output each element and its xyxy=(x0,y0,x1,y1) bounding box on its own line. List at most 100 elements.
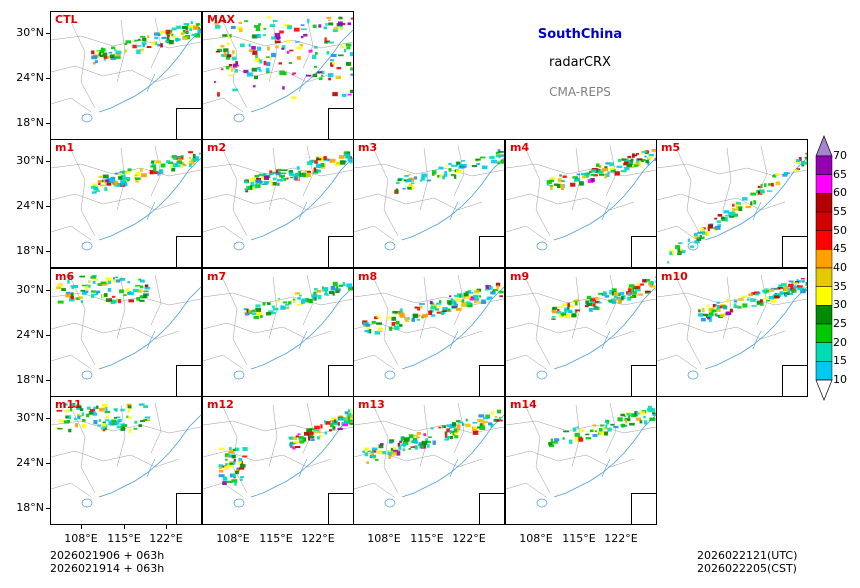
init-time-utc: 2026021906 + 063h xyxy=(50,549,165,562)
y-tick-mark xyxy=(46,206,50,207)
south-china-sea-inset xyxy=(631,365,656,396)
init-time-block: 2026021906 + 063h 2026021914 + 063h xyxy=(50,549,164,575)
y-tick-label: 24°N xyxy=(16,328,44,341)
y-tick-label: 18°N xyxy=(16,373,44,386)
map-m7 xyxy=(203,274,353,380)
south-china-sea-inset xyxy=(176,365,201,396)
valid-time-utc: 2026022121(UTC) xyxy=(697,549,798,562)
x-tick-label: 115°E xyxy=(107,532,141,545)
south-china-sea-inset xyxy=(328,236,353,267)
south-china-sea-inset xyxy=(631,493,656,524)
panel-m5: m5 xyxy=(656,139,808,268)
reflectivity-field xyxy=(394,149,504,194)
colorbar-segment xyxy=(815,193,833,213)
valid-time-block: 2026022121(UTC) 2026022205(CST) xyxy=(697,549,797,575)
panel-label: m7 xyxy=(207,270,227,283)
colorbar-segment xyxy=(815,174,833,194)
colorbar-segment xyxy=(815,323,833,343)
panel-m3: m3 xyxy=(353,139,505,268)
reflectivity-field xyxy=(548,405,656,448)
south-china-sea-inset xyxy=(328,108,353,139)
colorbar-segment xyxy=(815,361,833,381)
panel-m7: m7 xyxy=(202,268,354,397)
y-tick-mark xyxy=(46,418,50,419)
south-china-sea-inset xyxy=(782,236,807,267)
south-china-sea-inset xyxy=(328,365,353,396)
y-tick-mark xyxy=(46,335,50,336)
x-tick-label: 108°E xyxy=(367,532,401,545)
south-china-sea-inset xyxy=(479,236,504,267)
reflectivity-field xyxy=(91,21,201,65)
reflectivity-field xyxy=(218,409,353,486)
panel-label: m10 xyxy=(661,270,688,283)
panel-label: m6 xyxy=(55,270,75,283)
colorbar-segment xyxy=(815,305,833,325)
colorbar-segment xyxy=(815,267,833,287)
colorbar-level-label: 55 xyxy=(833,205,847,218)
south-china-sea-inset xyxy=(479,493,504,524)
colorbar-level-label: 60 xyxy=(833,186,847,200)
south-china-sea-inset xyxy=(782,365,807,396)
colorbar-max-arrow xyxy=(815,135,833,157)
y-tick-label: 18°N xyxy=(16,501,44,514)
colorbar-level-label: 45 xyxy=(833,242,847,256)
panel-label: m8 xyxy=(358,270,378,283)
panel-m8: m8 xyxy=(353,268,505,397)
map-m9 xyxy=(506,274,656,380)
y-tick-label: 24°N xyxy=(16,71,44,84)
south-china-sea-inset xyxy=(176,493,201,524)
colorbar-level-label: 70 xyxy=(833,149,847,162)
reflectivity-field xyxy=(243,151,353,193)
colorbar-segment xyxy=(815,230,833,250)
map-m2 xyxy=(203,145,353,251)
map-m1 xyxy=(51,145,201,251)
panel-m1: m1 xyxy=(50,139,202,268)
colorbar-segment xyxy=(815,249,833,269)
colorbar-level-label: 30 xyxy=(833,298,847,312)
panel-label: m5 xyxy=(661,141,681,154)
y-tick-label: 18°N xyxy=(16,244,44,257)
x-tick-label: 108°E xyxy=(519,532,553,545)
map-m12 xyxy=(203,402,353,508)
panel-m6: m6 xyxy=(50,268,202,397)
colorbar-level-label: 35 xyxy=(833,279,847,293)
panel-label: m14 xyxy=(510,398,537,411)
reflectivity-field xyxy=(56,275,151,304)
system-name: CMA-REPS xyxy=(549,85,611,99)
colorbar-level-label: 65 xyxy=(833,167,847,181)
x-tick-label: 122°E xyxy=(301,532,335,545)
panel-m11: m11 xyxy=(50,396,202,525)
x-tick-label: 108°E xyxy=(216,532,250,545)
panel-label: m11 xyxy=(55,398,82,411)
reflectivity-field xyxy=(362,409,503,465)
y-tick-mark xyxy=(46,33,50,34)
panel-label: m9 xyxy=(510,270,530,283)
y-tick-mark xyxy=(46,290,50,291)
map-m3 xyxy=(354,145,504,251)
y-tick-mark xyxy=(46,251,50,252)
map-m14 xyxy=(506,402,656,508)
panel-label: m12 xyxy=(207,398,234,411)
colorbar-level-label: 40 xyxy=(833,261,847,274)
south-china-sea-inset xyxy=(176,108,201,139)
panel-m12: m12 xyxy=(202,396,354,525)
panel-label: m13 xyxy=(358,398,385,411)
panel-label: m1 xyxy=(55,141,75,154)
map-m10 xyxy=(657,274,807,380)
map-ctl xyxy=(51,17,201,123)
panel-label: MAX xyxy=(207,13,235,26)
x-tick-label: 108°E xyxy=(64,532,98,545)
valid-time-cst: 2026022205(CST) xyxy=(697,562,797,575)
panel-max: MAX xyxy=(202,11,354,140)
map-m4 xyxy=(506,145,656,251)
panel-m14: m14 xyxy=(505,396,657,525)
south-china-sea-inset xyxy=(328,493,353,524)
region-title: SouthChina xyxy=(537,27,623,42)
reflectivity-field xyxy=(362,282,504,335)
x-tick-mark xyxy=(124,525,125,529)
x-tick-mark xyxy=(81,525,82,529)
colorbar-level-label: 15 xyxy=(833,354,847,368)
reflectivity-field xyxy=(546,149,656,191)
colorbar xyxy=(815,135,833,401)
map-max xyxy=(203,16,353,123)
